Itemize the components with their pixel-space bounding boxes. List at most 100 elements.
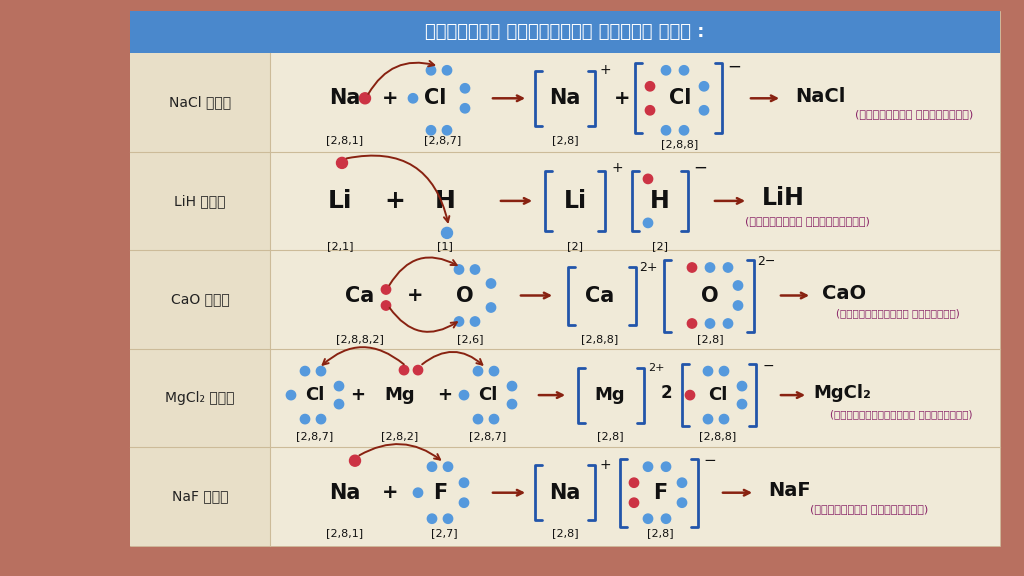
Circle shape — [426, 126, 435, 135]
Circle shape — [719, 414, 729, 424]
Circle shape — [630, 498, 639, 507]
Circle shape — [719, 366, 729, 376]
Circle shape — [359, 93, 371, 104]
Text: [2,8]: [2,8] — [552, 135, 579, 145]
Circle shape — [334, 381, 344, 391]
Circle shape — [489, 366, 499, 376]
Text: [2,7]: [2,7] — [431, 528, 458, 538]
Circle shape — [687, 263, 696, 272]
Circle shape — [706, 319, 715, 328]
Circle shape — [455, 265, 464, 274]
Circle shape — [677, 498, 687, 507]
Text: Li: Li — [563, 189, 587, 213]
Text: (লিথিয়াম হাইড্রাইড): (লিথিয়াম হাইড্রাইড) — [745, 216, 869, 226]
Text: Ca: Ca — [345, 286, 375, 305]
Text: 2−: 2− — [757, 255, 775, 268]
Text: O: O — [456, 286, 474, 305]
Circle shape — [409, 94, 418, 103]
Circle shape — [460, 391, 469, 400]
Circle shape — [443, 514, 453, 524]
Circle shape — [723, 263, 733, 272]
Text: Ca: Ca — [586, 286, 614, 305]
Text: Li: Li — [328, 189, 352, 213]
Circle shape — [441, 228, 453, 238]
Text: LiH: LiH — [762, 186, 805, 210]
Circle shape — [703, 414, 713, 424]
Text: Cl: Cl — [305, 386, 325, 404]
Circle shape — [706, 263, 715, 272]
Circle shape — [737, 399, 746, 409]
Circle shape — [643, 462, 652, 471]
Circle shape — [473, 366, 482, 376]
Text: LiH গঠন: LiH গঠন — [174, 194, 225, 208]
Circle shape — [630, 478, 639, 487]
Text: (ক্যালসিয়াম অক্সাইড): (ক্যালসিয়াম অক্সাইড) — [836, 309, 959, 319]
Circle shape — [461, 84, 470, 93]
Circle shape — [643, 514, 652, 524]
Circle shape — [643, 218, 652, 228]
Bar — [130, 53, 270, 151]
Circle shape — [442, 126, 452, 135]
Circle shape — [399, 365, 409, 375]
Text: (সোডিয়াম ক্লোরাইড): (সোডিয়াম ক্লোরাইড) — [855, 109, 973, 119]
Text: (ম্যাগনেসিয়াম ক্লোরাইড): (ম্যাগনেসিয়াম ক্লোরাইড) — [830, 409, 973, 419]
Text: H: H — [650, 189, 670, 213]
Circle shape — [643, 174, 652, 184]
Circle shape — [486, 303, 496, 312]
Bar — [130, 250, 270, 349]
Text: MgCl₂ গঠন: MgCl₂ গঠন — [165, 391, 234, 405]
Circle shape — [733, 301, 742, 310]
Circle shape — [316, 366, 326, 376]
Text: [1]: [1] — [437, 241, 453, 251]
Circle shape — [662, 126, 671, 135]
Text: +: + — [613, 89, 630, 108]
Circle shape — [427, 462, 436, 471]
Circle shape — [677, 478, 687, 487]
Text: +: + — [382, 89, 398, 108]
Text: −: − — [703, 453, 717, 468]
Text: [2,8]: [2,8] — [696, 335, 723, 344]
Text: +: + — [385, 189, 406, 213]
Circle shape — [381, 285, 391, 294]
Circle shape — [316, 414, 326, 424]
Text: [2,8,2]: [2,8,2] — [381, 431, 419, 441]
Text: [2,8]: [2,8] — [647, 528, 674, 538]
Circle shape — [699, 105, 709, 115]
Text: O: O — [701, 286, 719, 305]
Circle shape — [426, 66, 435, 75]
Circle shape — [443, 462, 453, 471]
Text: (সোডিয়াম ফ্লুরাইড): (সোডিয়াম ফ্লুরাইড) — [810, 503, 928, 514]
Text: [2,1]: [2,1] — [327, 241, 353, 251]
Circle shape — [460, 478, 469, 487]
Bar — [130, 151, 270, 250]
Text: [2,8]: [2,8] — [552, 528, 579, 538]
Text: H: H — [434, 189, 456, 213]
Text: Cl: Cl — [709, 386, 728, 404]
Text: −: − — [693, 159, 707, 177]
Text: Na: Na — [549, 483, 581, 503]
Circle shape — [662, 514, 671, 524]
Text: Na: Na — [330, 483, 360, 503]
Text: [2,8,8]: [2,8,8] — [699, 431, 736, 441]
Text: [2,8,1]: [2,8,1] — [327, 135, 364, 145]
Text: 2+: 2+ — [639, 261, 657, 274]
Text: F: F — [433, 483, 447, 503]
Text: +: + — [382, 483, 398, 502]
Circle shape — [427, 514, 436, 524]
Text: Cl: Cl — [669, 88, 691, 108]
Text: −: − — [762, 359, 774, 373]
Text: CaO গঠন: CaO গঠন — [171, 293, 229, 306]
Circle shape — [470, 265, 479, 274]
Text: Mg: Mg — [385, 386, 416, 404]
Text: [2,8,7]: [2,8,7] — [424, 135, 462, 145]
Text: [2,8,8]: [2,8,8] — [582, 335, 618, 344]
Circle shape — [662, 66, 671, 75]
Circle shape — [473, 414, 482, 424]
Text: Cl: Cl — [424, 88, 446, 108]
Text: +: + — [437, 386, 453, 404]
Circle shape — [685, 391, 694, 400]
Circle shape — [349, 455, 360, 466]
Text: Cl: Cl — [478, 386, 498, 404]
Circle shape — [662, 462, 671, 471]
Text: [2,8,1]: [2,8,1] — [327, 528, 364, 538]
